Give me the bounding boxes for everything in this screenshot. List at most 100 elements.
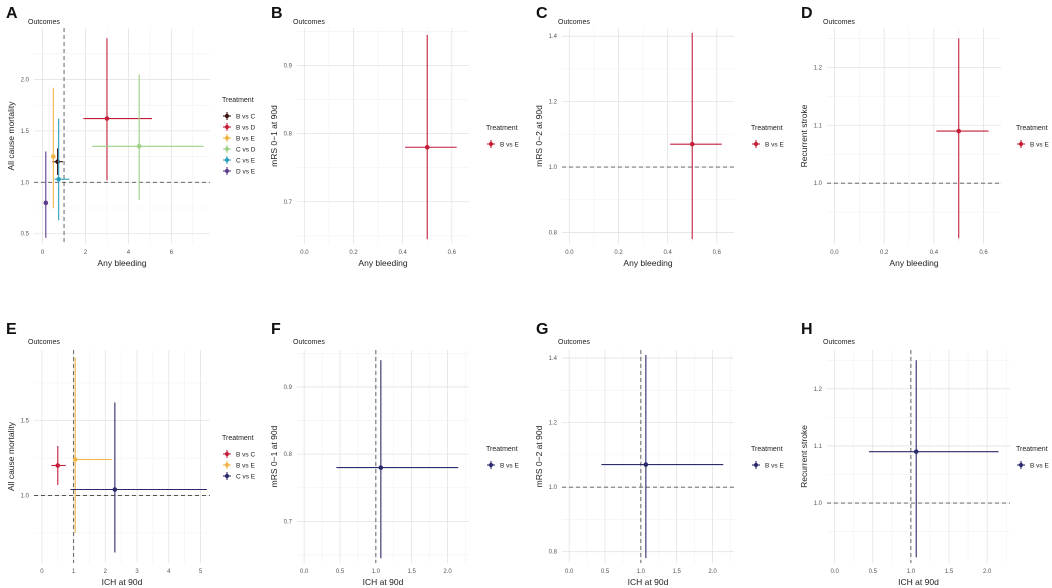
x-tick-label: 2	[104, 569, 108, 575]
y-axis-title: All cause mortality	[6, 421, 16, 491]
legend-key-point	[224, 451, 230, 457]
panel-title: Outcomes	[558, 19, 590, 26]
panel-letter: A	[6, 5, 18, 22]
y-tick-label: 0.9	[284, 63, 293, 69]
legend: Treatment B vs C B vs D B vs E C vs D C vs E D…	[222, 97, 256, 175]
y-tick-label: 1.0	[814, 501, 823, 507]
x-axis-title: ICH at 90d	[898, 577, 939, 587]
panel-e: 0 1 2 3 4 5 1.0 1.5 ICH at 90d All cause mortalit…	[6, 321, 256, 587]
x-axis-title: ICH at 90d	[628, 577, 669, 587]
data-point	[378, 465, 384, 470]
y-tick-label: 1.0	[549, 165, 558, 171]
panel-title: Outcomes	[293, 19, 325, 26]
x-axis-title: Any bleeding	[97, 258, 146, 268]
panel-c: 0.0 0.2 0.4 0.6 0.8 1.0 1.2 1.4 Any bleeding mRS …	[534, 5, 784, 268]
legend-key-point	[224, 473, 230, 479]
legend: Treatment B vs E	[751, 125, 784, 148]
y-tick-label: 1.2	[549, 421, 558, 427]
y-tick-label: 1.0	[21, 494, 30, 500]
y-tick-label: 1.0	[549, 485, 558, 491]
series-d-vs-e	[43, 151, 49, 238]
legend-entry-label: B vs E	[1030, 462, 1049, 469]
panel-letter: B	[271, 5, 283, 22]
legend-entry-label: B vs E	[236, 135, 255, 142]
y-tick-label: 0.8	[284, 452, 293, 458]
y-tick-label: 1.4	[549, 356, 558, 362]
legend: Treatment B vs E	[486, 125, 519, 148]
y-tick-label: 0.8	[549, 231, 558, 237]
y-axis-title: Recurrent stroke	[799, 104, 809, 167]
legend-key-point	[488, 462, 494, 468]
data-point	[689, 141, 695, 147]
y-tick-label: 1.1	[814, 444, 823, 450]
data-point	[112, 487, 118, 492]
x-tick-label: 2	[84, 250, 88, 256]
legend-title: Treatment	[1016, 125, 1048, 132]
legend-key-point	[753, 141, 759, 147]
y-axis-title: mRS 0−1 at 90d	[269, 425, 279, 487]
x-tick-label: 2.0	[983, 569, 992, 575]
legend: Treatment B vs E	[486, 446, 519, 469]
x-tick-label: 0.0	[830, 569, 839, 575]
legend-entry-label: B vs E	[1030, 141, 1049, 148]
legend-key-point	[224, 168, 230, 174]
legend-key-point	[753, 462, 759, 468]
series-c-vs-d	[91, 74, 204, 200]
x-tick-label: 0	[40, 569, 44, 575]
panel-letter: C	[536, 5, 548, 22]
legend-key-point	[224, 124, 230, 130]
legend-title: Treatment	[222, 97, 254, 104]
series-b-vs-e	[72, 357, 112, 533]
series-b-vs-e	[336, 360, 459, 559]
x-tick-label: 0.2	[614, 250, 623, 256]
legend-title: Treatment	[1016, 446, 1048, 453]
series-b-vs-e	[868, 360, 999, 558]
y-axis-title: Recurrent stroke	[799, 425, 809, 488]
legend: Treatment B vs E	[1016, 125, 1049, 148]
legend-key-point	[224, 462, 230, 468]
x-tick-label: 0.6	[979, 250, 988, 256]
x-tick-label: 6	[170, 250, 174, 256]
legend-entry-label: C vs D	[236, 146, 256, 153]
series-b-vs-e	[601, 354, 724, 559]
x-axis-title: ICH at 90d	[363, 577, 404, 587]
panel-letter: D	[801, 5, 813, 22]
data-point	[913, 449, 919, 454]
panel-letter: H	[801, 321, 813, 338]
x-tick-label: 1.0	[372, 569, 381, 575]
y-tick-label: 1.5	[21, 129, 30, 135]
legend-entry-label: B vs E	[236, 462, 255, 469]
data-point	[55, 463, 61, 468]
data-point	[104, 116, 110, 121]
series-c-vs-e	[70, 402, 207, 553]
x-tick-label: 1.5	[407, 569, 416, 575]
y-tick-label: 1.0	[814, 181, 823, 187]
x-tick-label: 0.6	[448, 250, 457, 256]
legend-entry-label: B vs E	[500, 141, 519, 148]
x-tick-label: 3	[135, 569, 139, 575]
legend-entry-label: B vs D	[236, 124, 255, 131]
y-axis-title: mRS 0−1 at 90d	[269, 105, 279, 167]
y-axis-title: mRS 0−2 at 90d	[534, 105, 544, 167]
x-tick-label: 1.5	[945, 569, 954, 575]
panel-title: Outcomes	[823, 19, 855, 26]
panel-letter: G	[536, 321, 548, 338]
panel-title: Outcomes	[28, 19, 60, 26]
data-point	[43, 200, 49, 206]
data-point	[424, 144, 430, 150]
legend-key-point	[224, 146, 230, 152]
legend-entry-label: C vs E	[236, 157, 256, 164]
x-tick-label: 0.4	[663, 250, 672, 256]
x-tick-label: 1.5	[672, 569, 681, 575]
x-tick-label: 0.2	[349, 250, 358, 256]
x-tick-label: 0.0	[565, 569, 574, 575]
legend-key-point	[1018, 462, 1024, 468]
x-axis-title: Any bleeding	[358, 258, 407, 268]
panel-letter: F	[271, 321, 281, 338]
x-axis-title: Any bleeding	[889, 258, 938, 268]
legend-title: Treatment	[751, 125, 783, 132]
x-tick-label: 0.5	[869, 569, 878, 575]
y-axis-title: mRS 0−2 at 90d	[534, 425, 544, 487]
legend-key-point	[224, 135, 230, 141]
panel-title: Outcomes	[823, 339, 855, 346]
